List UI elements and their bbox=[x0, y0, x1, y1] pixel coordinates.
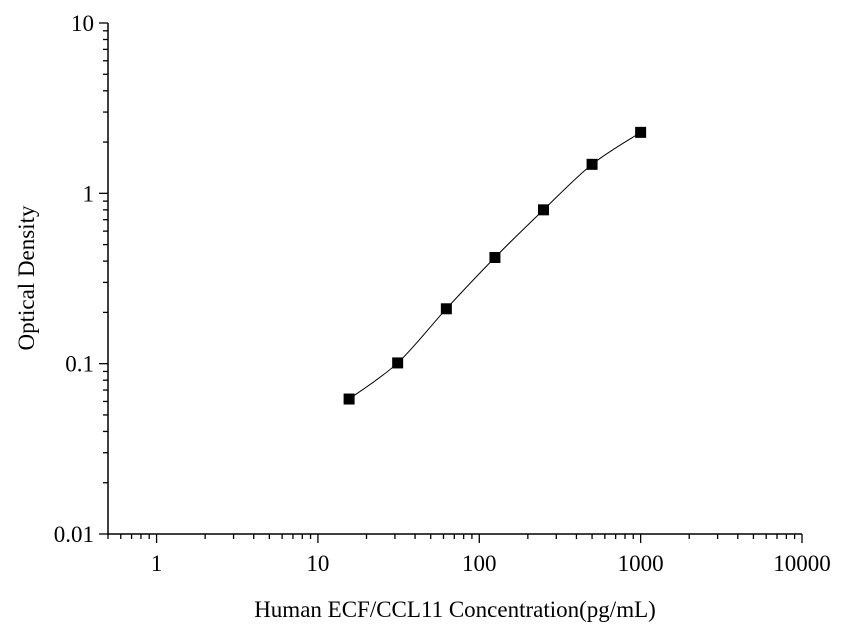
y-tick-label: 0.1 bbox=[65, 352, 94, 377]
x-tick-label: 100 bbox=[462, 551, 497, 576]
x-tick-label: 1000 bbox=[618, 551, 664, 576]
data-point-marker bbox=[635, 126, 647, 138]
data-point-marker bbox=[392, 357, 404, 369]
data-point-marker bbox=[489, 252, 501, 264]
y-axis-title: Optical Density bbox=[14, 205, 39, 350]
tick-marks bbox=[99, 22, 803, 543]
data-point-marker bbox=[537, 204, 549, 216]
axes bbox=[107, 23, 802, 535]
data-point-marker bbox=[440, 303, 452, 315]
data-point-marker bbox=[586, 158, 598, 170]
data-point-marker bbox=[343, 393, 355, 405]
y-tick-label: 0.01 bbox=[54, 522, 94, 547]
data-points bbox=[343, 126, 647, 405]
tick-labels: 1 10 100 1000 10000 0.01 0.1 1 10 bbox=[54, 11, 831, 576]
x-axis-title: Human ECF/CCL11 Concentration(pg/mL) bbox=[254, 597, 656, 622]
y-tick-label: 10 bbox=[71, 11, 94, 36]
y-tick-label: 1 bbox=[83, 181, 95, 206]
x-tick-label: 10000 bbox=[773, 551, 831, 576]
x-tick-label: 1 bbox=[151, 551, 163, 576]
x-tick-label: 10 bbox=[306, 551, 329, 576]
